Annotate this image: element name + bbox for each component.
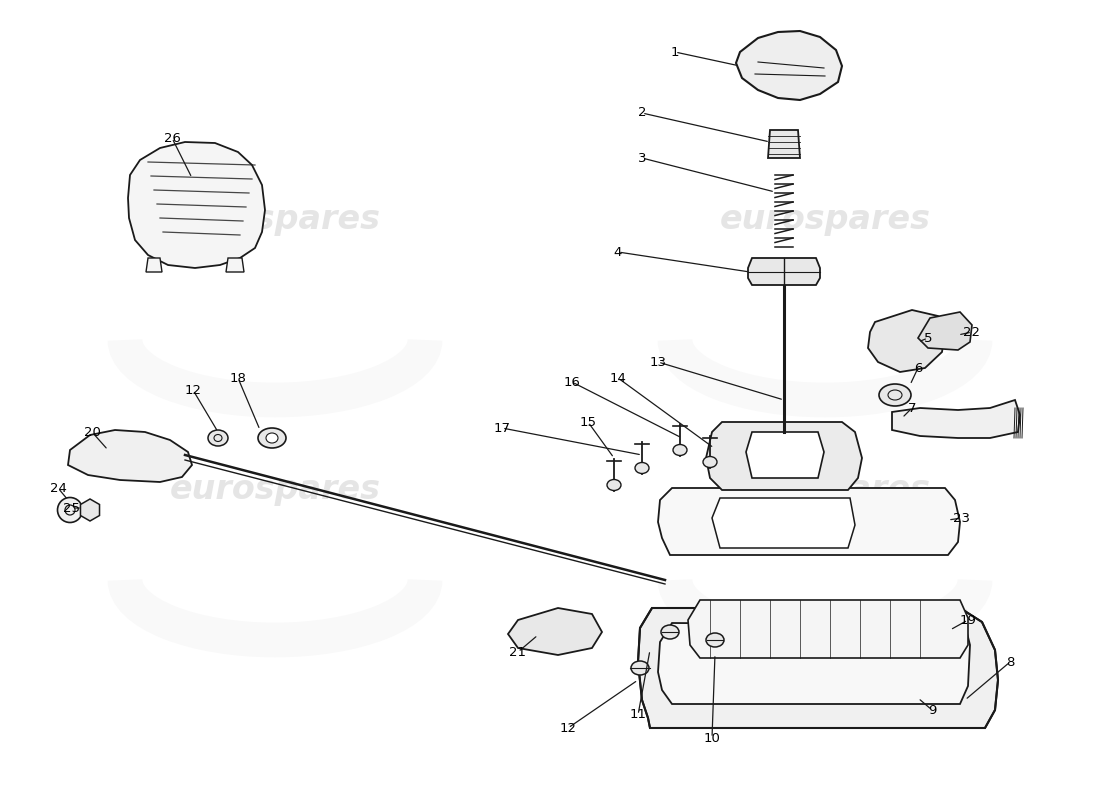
Text: 15: 15 (580, 415, 596, 429)
Ellipse shape (258, 428, 286, 448)
Text: 2: 2 (638, 106, 647, 119)
Polygon shape (80, 499, 99, 521)
Text: 20: 20 (84, 426, 100, 438)
Ellipse shape (635, 462, 649, 474)
Polygon shape (892, 400, 1020, 438)
Text: eurospares: eurospares (719, 203, 931, 237)
Ellipse shape (208, 430, 228, 446)
Text: 23: 23 (954, 511, 970, 525)
Text: 17: 17 (494, 422, 510, 434)
Ellipse shape (607, 479, 621, 490)
Polygon shape (688, 600, 968, 658)
Ellipse shape (661, 625, 679, 639)
Text: 10: 10 (704, 731, 720, 745)
Polygon shape (658, 488, 960, 555)
Polygon shape (638, 608, 998, 728)
Text: 11: 11 (629, 709, 647, 722)
Polygon shape (768, 130, 800, 158)
Polygon shape (736, 31, 842, 100)
Ellipse shape (706, 633, 724, 647)
Text: 18: 18 (230, 371, 246, 385)
Polygon shape (748, 258, 820, 285)
Polygon shape (226, 258, 244, 272)
Text: 12: 12 (560, 722, 576, 734)
Text: 5: 5 (924, 331, 933, 345)
Polygon shape (746, 432, 824, 478)
Polygon shape (868, 310, 945, 372)
Text: 19: 19 (959, 614, 977, 626)
Ellipse shape (631, 661, 649, 675)
Text: 1: 1 (671, 46, 680, 58)
Text: eurospares: eurospares (169, 474, 381, 506)
Ellipse shape (673, 445, 688, 455)
Text: 16: 16 (563, 375, 581, 389)
Text: 9: 9 (927, 703, 936, 717)
Text: 12: 12 (185, 383, 201, 397)
Text: 26: 26 (164, 131, 180, 145)
Text: 3: 3 (638, 151, 647, 165)
Polygon shape (68, 430, 192, 482)
Text: eurospares: eurospares (719, 474, 931, 506)
Text: 14: 14 (609, 371, 626, 385)
Text: 8: 8 (1005, 655, 1014, 669)
Polygon shape (918, 312, 972, 350)
Text: 6: 6 (914, 362, 922, 374)
Text: 7: 7 (908, 402, 916, 414)
Text: 22: 22 (964, 326, 980, 338)
Text: 13: 13 (649, 355, 667, 369)
Text: eurospares: eurospares (169, 203, 381, 237)
Text: 25: 25 (64, 502, 80, 514)
Text: 24: 24 (50, 482, 66, 494)
Polygon shape (712, 498, 855, 548)
Ellipse shape (57, 498, 82, 522)
Ellipse shape (266, 433, 278, 443)
Text: 21: 21 (509, 646, 527, 658)
Polygon shape (128, 142, 265, 268)
Polygon shape (146, 258, 162, 272)
Polygon shape (658, 623, 970, 704)
Ellipse shape (879, 384, 911, 406)
Ellipse shape (703, 457, 717, 467)
Text: 4: 4 (614, 246, 623, 258)
Polygon shape (706, 422, 862, 490)
Polygon shape (508, 608, 602, 655)
